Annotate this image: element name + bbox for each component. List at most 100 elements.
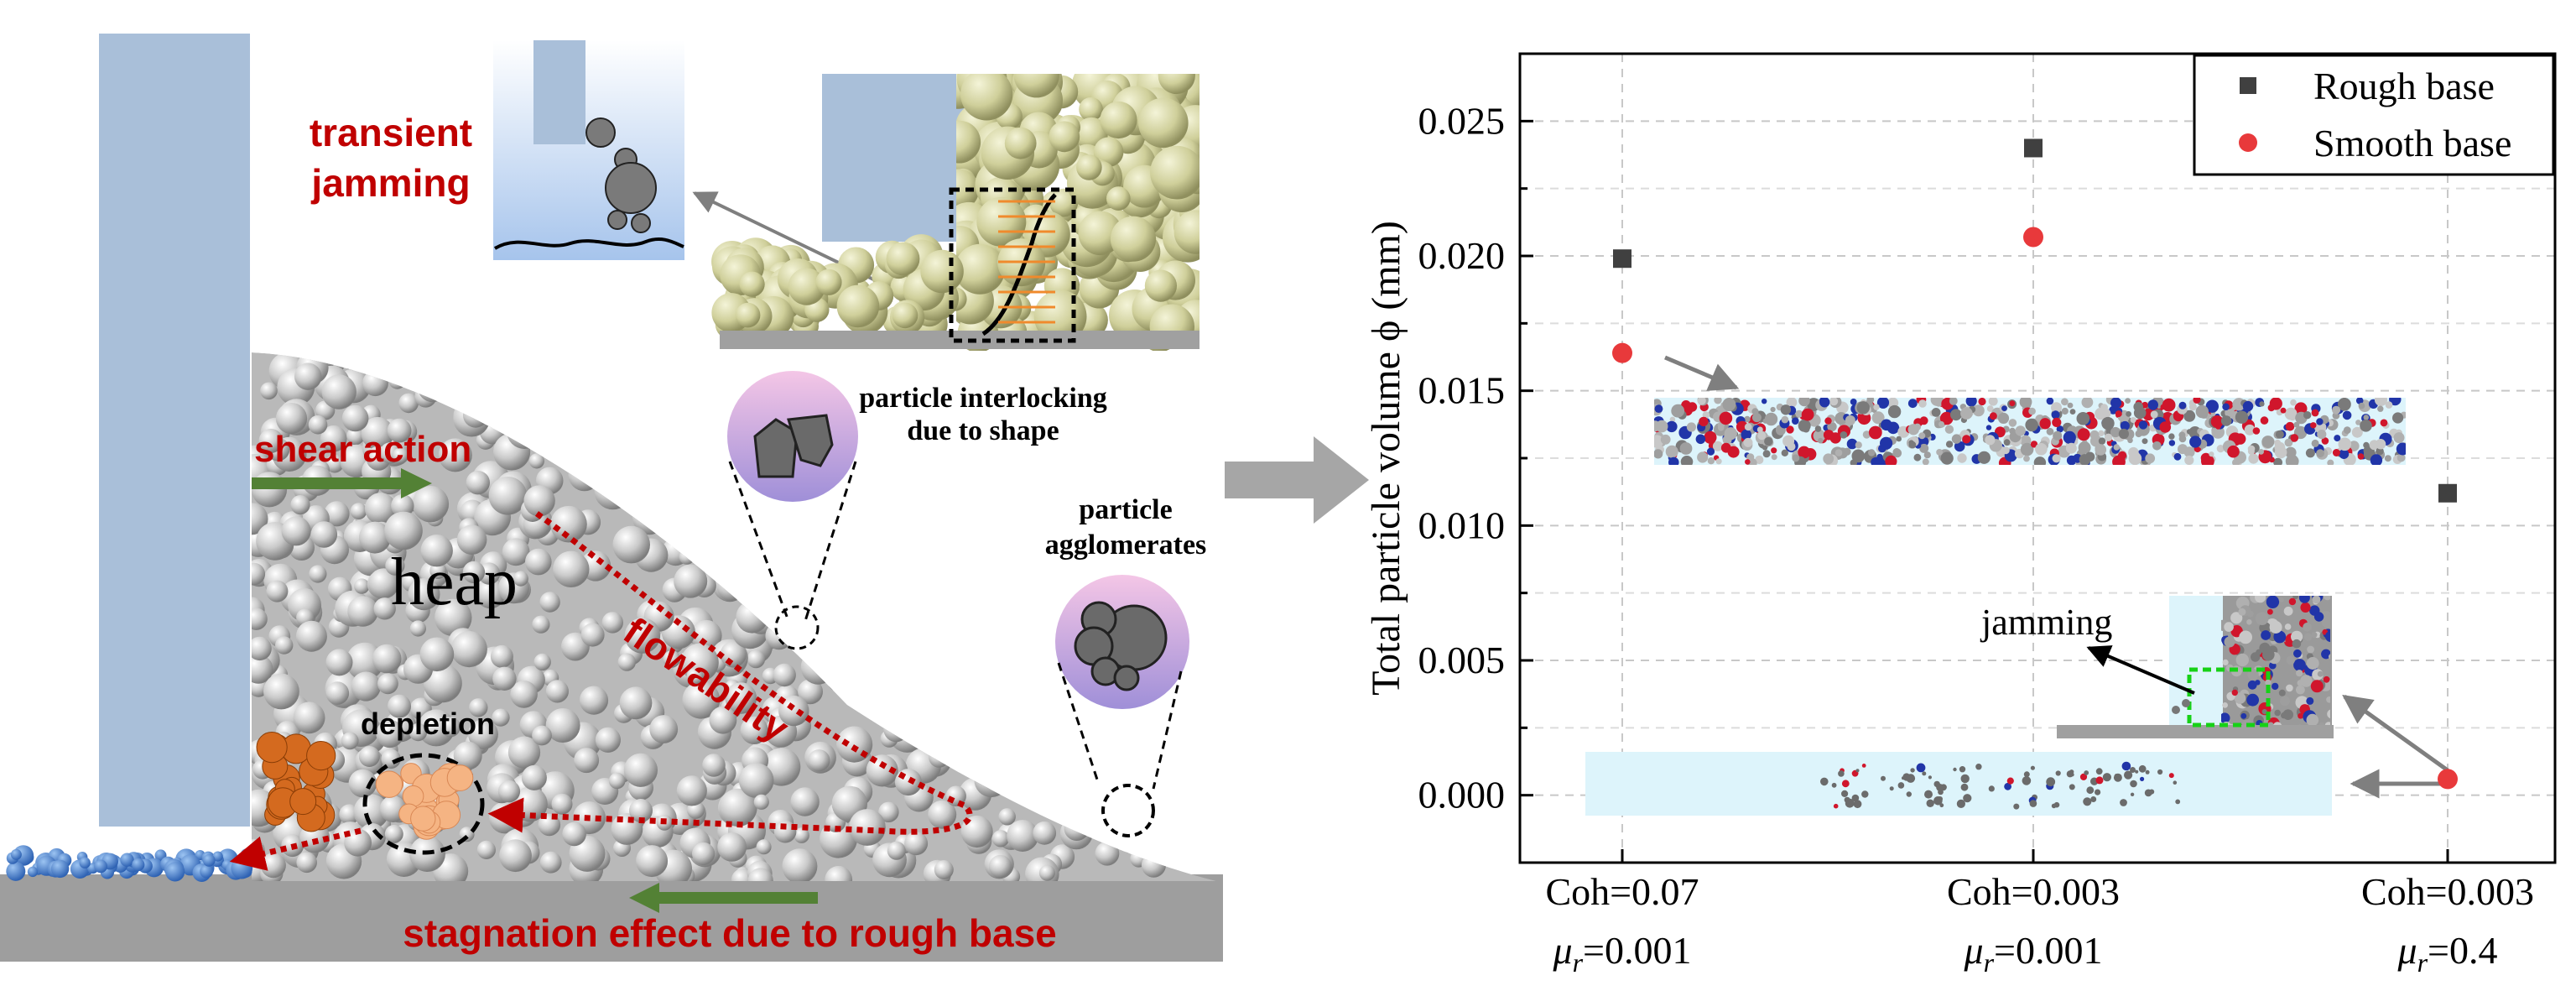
heap-particle bbox=[966, 644, 1001, 677]
simulation-particle bbox=[2278, 689, 2286, 696]
heap-particle bbox=[685, 420, 716, 450]
heap-particle bbox=[545, 680, 570, 703]
heap-particle bbox=[290, 495, 310, 515]
heap-particle bbox=[579, 686, 609, 715]
simulation-particle bbox=[2145, 453, 2156, 464]
simulation-particle bbox=[2392, 412, 2404, 424]
heap-particle bbox=[905, 352, 942, 382]
heap-particle bbox=[1192, 484, 1209, 501]
heap-particle bbox=[510, 681, 538, 708]
simulation-particle bbox=[2035, 443, 2048, 456]
heap-particle bbox=[852, 657, 883, 689]
simulation-particle bbox=[1843, 447, 1851, 456]
heap-particle bbox=[398, 393, 419, 414]
heap-particle bbox=[908, 353, 935, 380]
simulation-particle bbox=[2125, 398, 2131, 404]
heap-particle bbox=[487, 352, 522, 380]
heap-particle bbox=[513, 571, 528, 587]
simulation-particle bbox=[1896, 436, 1902, 442]
heap-particle bbox=[826, 667, 851, 692]
heap-particle bbox=[1074, 803, 1106, 836]
heap-particle bbox=[462, 561, 486, 584]
simulation-particle bbox=[2006, 777, 2014, 785]
simulation-particle bbox=[1680, 456, 1694, 465]
simulation-particle bbox=[1975, 764, 1982, 770]
heap-particle bbox=[690, 619, 722, 651]
simulation-particle bbox=[2205, 399, 2219, 413]
simulation-particle bbox=[2307, 645, 2315, 654]
simulation-particle bbox=[1930, 398, 1944, 406]
simulation-particle bbox=[1762, 399, 1767, 404]
simulation-particle bbox=[1829, 432, 1841, 444]
heap-particle bbox=[658, 380, 697, 420]
legend-marker-smooth bbox=[2239, 133, 2257, 152]
heap-particle bbox=[976, 353, 1001, 378]
heap-particle bbox=[686, 667, 704, 685]
simulation-particle bbox=[956, 243, 1006, 295]
interlocking-bubble bbox=[727, 371, 858, 650]
x-tick-sublabel: μr=0.001 bbox=[1553, 929, 1692, 978]
heap-particle bbox=[840, 589, 872, 621]
heap-particle bbox=[1189, 670, 1216, 706]
heap-particle bbox=[1172, 378, 1207, 414]
heap-particle bbox=[619, 686, 653, 720]
heap-particle bbox=[420, 535, 453, 567]
shear-arrow bbox=[252, 468, 432, 498]
depleted-particle bbox=[375, 770, 403, 798]
heap-particle bbox=[702, 754, 726, 777]
heap-particle bbox=[1005, 623, 1041, 660]
simulation-particle bbox=[1853, 800, 1862, 809]
heap-particle bbox=[742, 566, 762, 587]
simulation-particle bbox=[2030, 765, 2035, 770]
heap-particle bbox=[469, 698, 488, 717]
heap-particle bbox=[1078, 802, 1103, 827]
heap-particle bbox=[553, 550, 590, 587]
depleted-particle bbox=[410, 806, 436, 832]
heap-particle bbox=[988, 445, 1012, 469]
simulation-particle bbox=[1771, 454, 1777, 461]
heap-particle bbox=[497, 780, 521, 803]
simulation-particle bbox=[1814, 425, 1822, 432]
heap-particle bbox=[883, 524, 917, 558]
simulation-particle bbox=[956, 120, 981, 164]
simulation-particle bbox=[2120, 799, 2127, 806]
simulation-particle bbox=[2079, 454, 2091, 465]
transition-arrow bbox=[1225, 436, 1369, 524]
simulation-particle bbox=[2053, 430, 2063, 441]
heap-particle bbox=[388, 372, 406, 389]
simulation-particle bbox=[1744, 423, 1752, 431]
heap-particle bbox=[475, 578, 506, 609]
simulation-particle bbox=[2141, 438, 2148, 445]
simulation-particle bbox=[2248, 453, 2259, 464]
heap-particle bbox=[985, 526, 1009, 550]
simulation-particle bbox=[2294, 402, 2308, 415]
heap-particle bbox=[1157, 812, 1188, 843]
simulation-particle bbox=[1106, 186, 1131, 211]
heap-particle bbox=[258, 429, 284, 453]
heap-particle bbox=[919, 557, 944, 582]
simulation-particle bbox=[2355, 420, 2361, 425]
heap-particle bbox=[1146, 459, 1180, 493]
heap-particle bbox=[518, 352, 541, 373]
simulation-particle bbox=[2317, 429, 2327, 440]
heap-particle bbox=[325, 681, 350, 705]
simulation-particle bbox=[1013, 74, 1059, 98]
simulation-particle bbox=[1762, 445, 1768, 451]
heap-particle bbox=[958, 676, 987, 706]
heap-particle bbox=[341, 404, 369, 432]
simulation-particle bbox=[1949, 398, 1958, 405]
heap-particle bbox=[950, 726, 972, 748]
heap-particle bbox=[1130, 431, 1150, 451]
simulation-particle bbox=[1798, 398, 1810, 407]
simulation-particle bbox=[2145, 769, 2150, 775]
heap-particle bbox=[887, 841, 906, 860]
heap-particle bbox=[928, 800, 957, 829]
simulation-particle bbox=[2095, 789, 2101, 795]
simulation-particle bbox=[2051, 410, 2060, 420]
heap-particle bbox=[612, 525, 650, 564]
y-tick-label: 0.010 bbox=[1418, 503, 1506, 546]
simulation-particle bbox=[2128, 451, 2142, 465]
heap-particle bbox=[1038, 864, 1055, 881]
simulation-particle bbox=[1963, 794, 1972, 803]
heap-particle bbox=[1194, 352, 1216, 368]
